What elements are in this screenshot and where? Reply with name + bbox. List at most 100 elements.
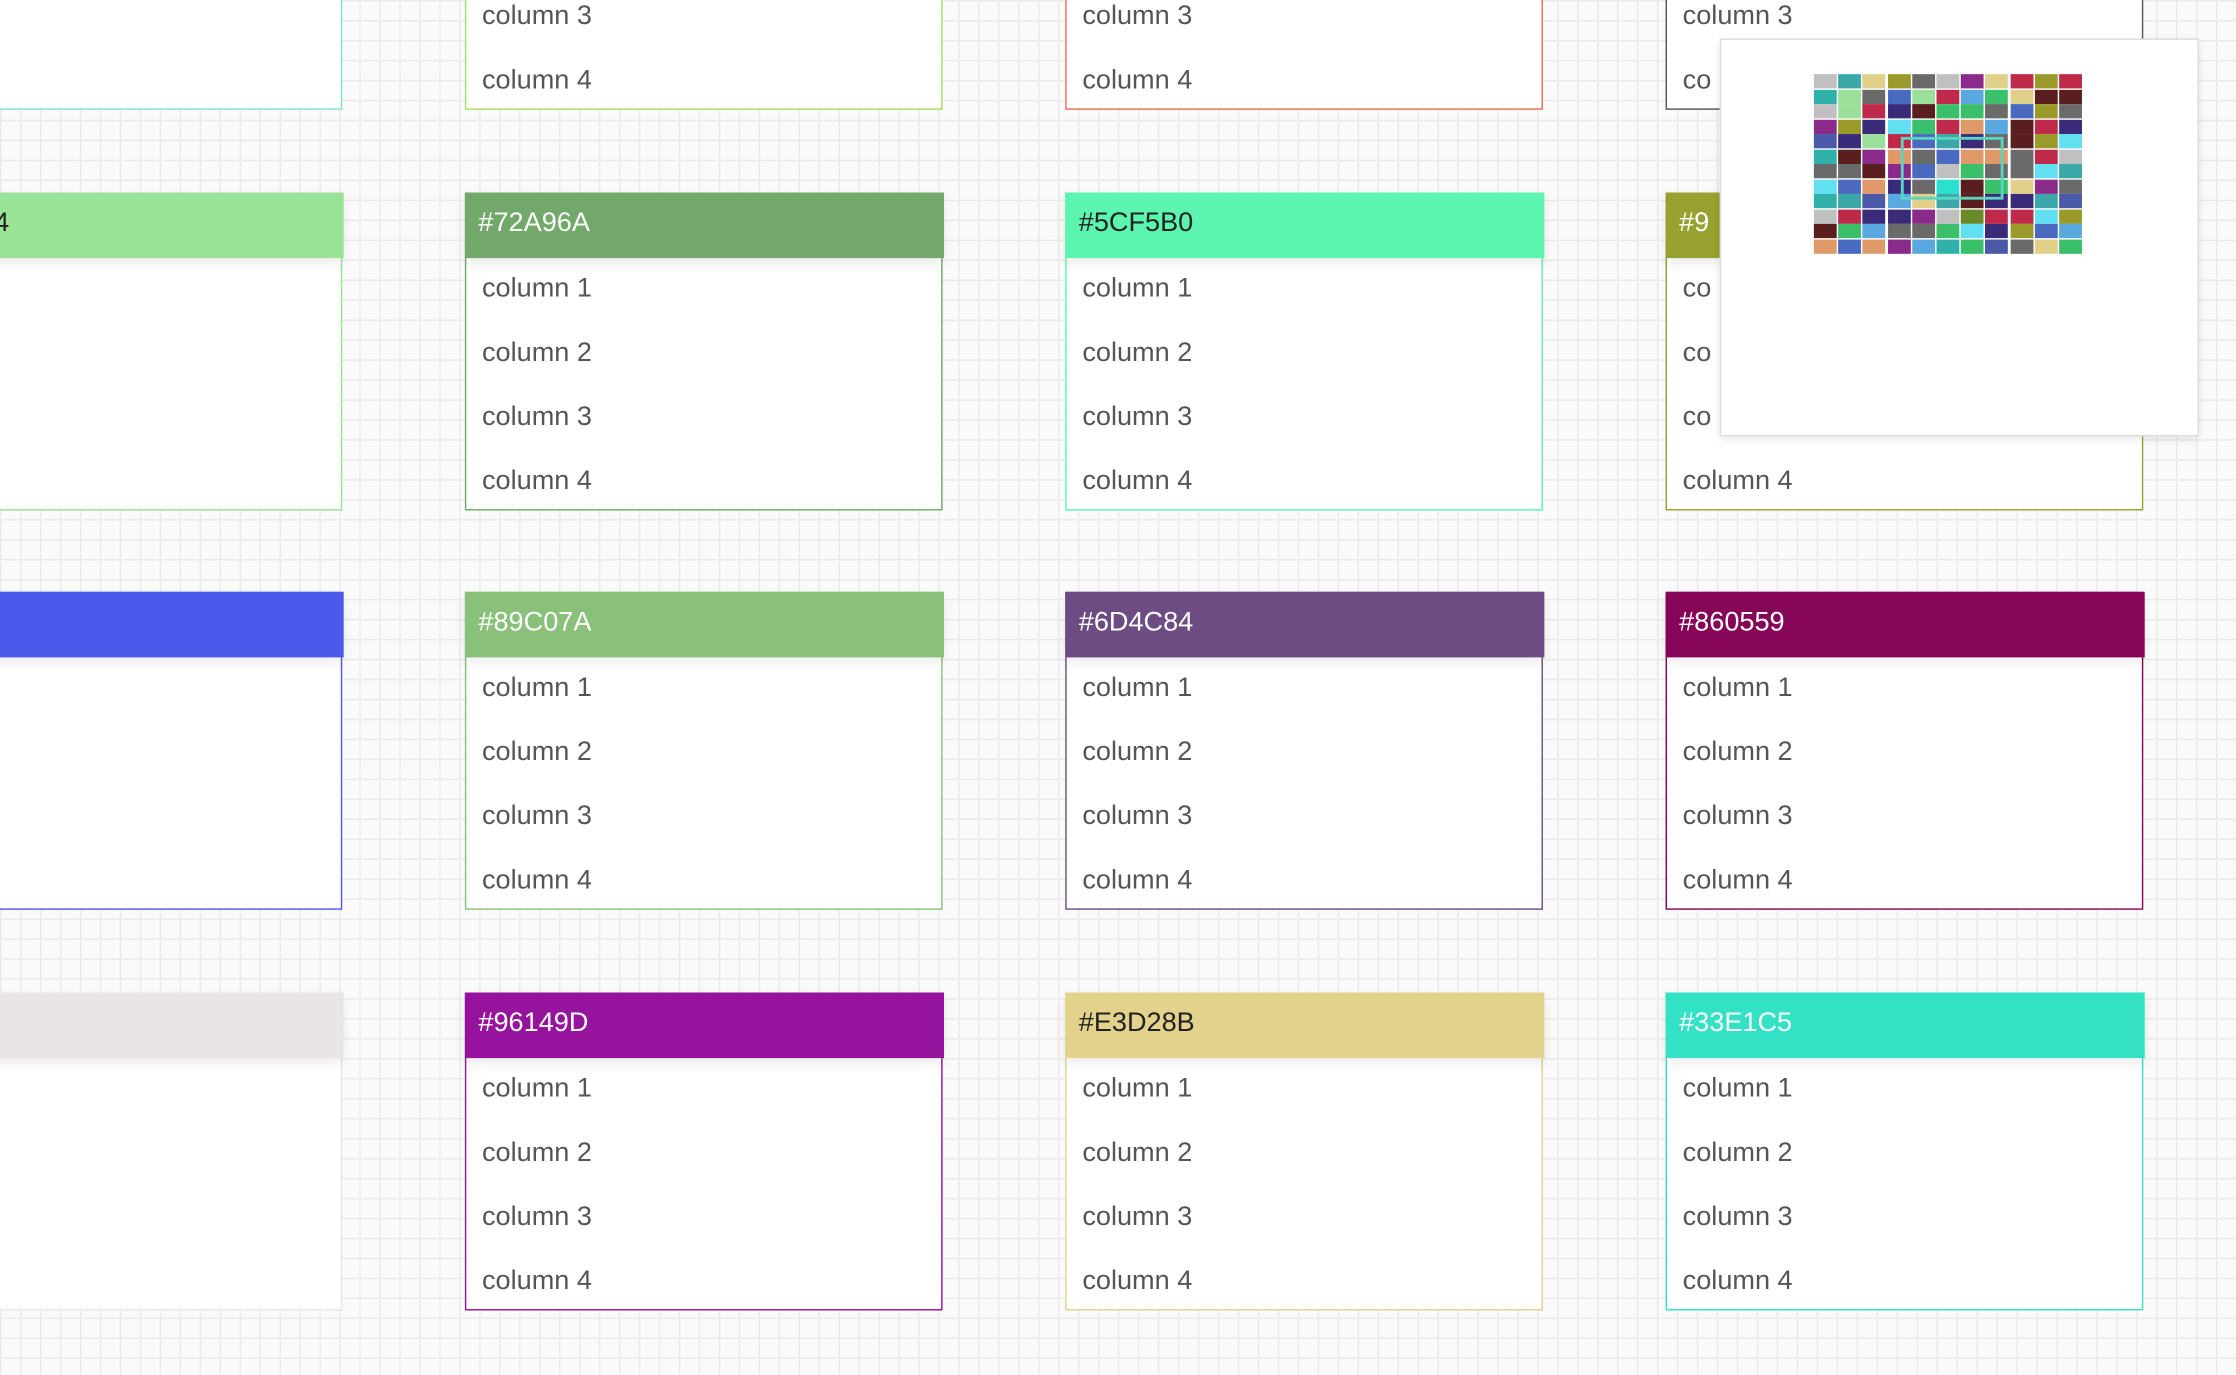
minimap-cell — [1862, 134, 1886, 149]
minimap-cell — [1911, 74, 1935, 89]
minimap-cell — [1936, 119, 1960, 134]
minimap-cell — [1911, 119, 1935, 134]
minimap-cell — [1838, 74, 1862, 89]
minimap[interactable] — [1719, 38, 2199, 437]
minimap-cell — [1936, 238, 1960, 254]
minimap-cell — [2034, 149, 2058, 164]
minimap-cell — [2010, 134, 2033, 149]
table-node — [0, 591, 343, 910]
minimap-cell — [1985, 74, 2009, 89]
column-row: column 1 — [481, 673, 592, 704]
table-node: #860559 column 1 column 2 column 3 column 4 — [1664, 591, 2144, 910]
table-header: #33E1C5 — [1664, 991, 2144, 1058]
minimap-cell — [2059, 178, 2082, 194]
minimap-cell — [2059, 149, 2082, 164]
column-row: column 4 — [1682, 865, 1793, 896]
minimap-cell — [1862, 193, 1886, 209]
minimap-cell — [1838, 208, 1862, 224]
minimap-cell — [1961, 104, 1984, 119]
minimap-cell — [1911, 208, 1935, 224]
table-header: #5CF5B0 — [1064, 191, 1544, 258]
column-row: column 1 — [1082, 673, 1193, 704]
minimap-cell — [2059, 163, 2082, 179]
minimap-cell — [1961, 223, 1984, 239]
minimap-cell — [2034, 193, 2058, 209]
minimap-cell — [1936, 104, 1960, 119]
column-row: column 4 — [1082, 466, 1193, 497]
column-row: column 3 — [1682, 801, 1793, 832]
column-row: column 3 — [1682, 1202, 1793, 1233]
minimap-cell — [2010, 119, 2033, 134]
column-row: co — [1682, 273, 1712, 304]
minimap-cell — [1838, 178, 1862, 194]
column-row: column 4 — [1682, 1266, 1793, 1297]
column-row: co — [1682, 402, 1712, 433]
minimap-cell — [1838, 163, 1862, 179]
table-node: #96149D column 1 column 2 column 3 column 4 — [464, 991, 944, 1311]
minimap-viewport[interactable] — [1900, 136, 2004, 200]
table-header: 4 — [0, 191, 343, 258]
minimap-cell — [2059, 104, 2082, 119]
minimap-cell — [1936, 149, 1960, 164]
minimap-cell — [1985, 223, 2009, 239]
minimap-cell — [1936, 74, 1960, 89]
column-row: column 1 — [481, 1073, 592, 1104]
column-row: co — [1682, 337, 1712, 368]
minimap-cell — [1911, 178, 1935, 194]
column-row: column 1 — [481, 273, 592, 304]
table-node: #33E1C5 column 1 column 2 column 3 column 4 — [1664, 991, 2144, 1311]
table-node: 4 — [0, 191, 343, 511]
minimap-cell — [1911, 89, 1935, 104]
minimap-cell — [1813, 134, 1837, 149]
minimap-cell — [1838, 104, 1862, 119]
column-row: column 2 — [481, 337, 592, 368]
column-row: column 2 — [481, 1137, 592, 1168]
column-row: column 1 — [1682, 1073, 1793, 1104]
minimap-cell — [1936, 178, 1960, 194]
minimap-cell — [1911, 149, 1935, 164]
minimap-cell — [1887, 223, 1911, 239]
minimap-cell — [1985, 208, 2009, 224]
table-title: #89C07A — [478, 606, 592, 637]
minimap-cell — [1813, 89, 1837, 104]
minimap-cell — [1961, 119, 1984, 134]
column-row: column 4 — [1682, 466, 1793, 497]
table-title: #5CF5B0 — [1078, 207, 1194, 238]
minimap-cell — [1961, 178, 1984, 194]
column-row: column 2 — [481, 737, 592, 768]
minimap-cell — [1887, 208, 1911, 224]
minimap-cell — [2010, 178, 2033, 194]
column-row: column 2 — [1682, 737, 1793, 768]
minimap-cell — [1838, 119, 1862, 134]
table-header: #89C07A — [464, 591, 944, 657]
minimap-cell — [2010, 238, 2033, 254]
column-row: column 3 — [1082, 1202, 1193, 1233]
minimap-cell — [1887, 238, 1911, 254]
minimap-cell — [2010, 74, 2033, 89]
table-title: #6D4C84 — [1078, 606, 1194, 637]
minimap-cell — [1813, 104, 1837, 119]
column-row: column 1 — [1082, 273, 1193, 304]
minimap-cell — [1985, 89, 2009, 104]
table-node: column 3 column 4 — [464, 0, 943, 110]
minimap-cell — [2034, 134, 2058, 149]
minimap-cell — [1813, 149, 1837, 164]
minimap-cell — [1813, 238, 1837, 254]
minimap-cell — [1887, 74, 1911, 89]
minimap-cell — [1911, 163, 1935, 179]
column-row: column 3 — [481, 1, 592, 32]
minimap-cell — [2010, 104, 2033, 119]
column-row: column 3 — [1682, 1, 1793, 32]
minimap-cell — [2059, 119, 2082, 134]
minimap-cell — [2059, 89, 2082, 104]
minimap-cell — [1862, 238, 1886, 254]
column-row: column 1 — [1682, 673, 1793, 704]
minimap-cell — [1813, 193, 1837, 209]
minimap-cell — [2034, 119, 2058, 134]
column-row: column 3 — [1082, 402, 1193, 433]
table-title: #E3D28B — [1078, 1007, 1195, 1038]
table-node: column 3 column 4 — [1065, 0, 1543, 110]
minimap-cell — [2059, 134, 2082, 149]
minimap-cell — [2034, 89, 2058, 104]
